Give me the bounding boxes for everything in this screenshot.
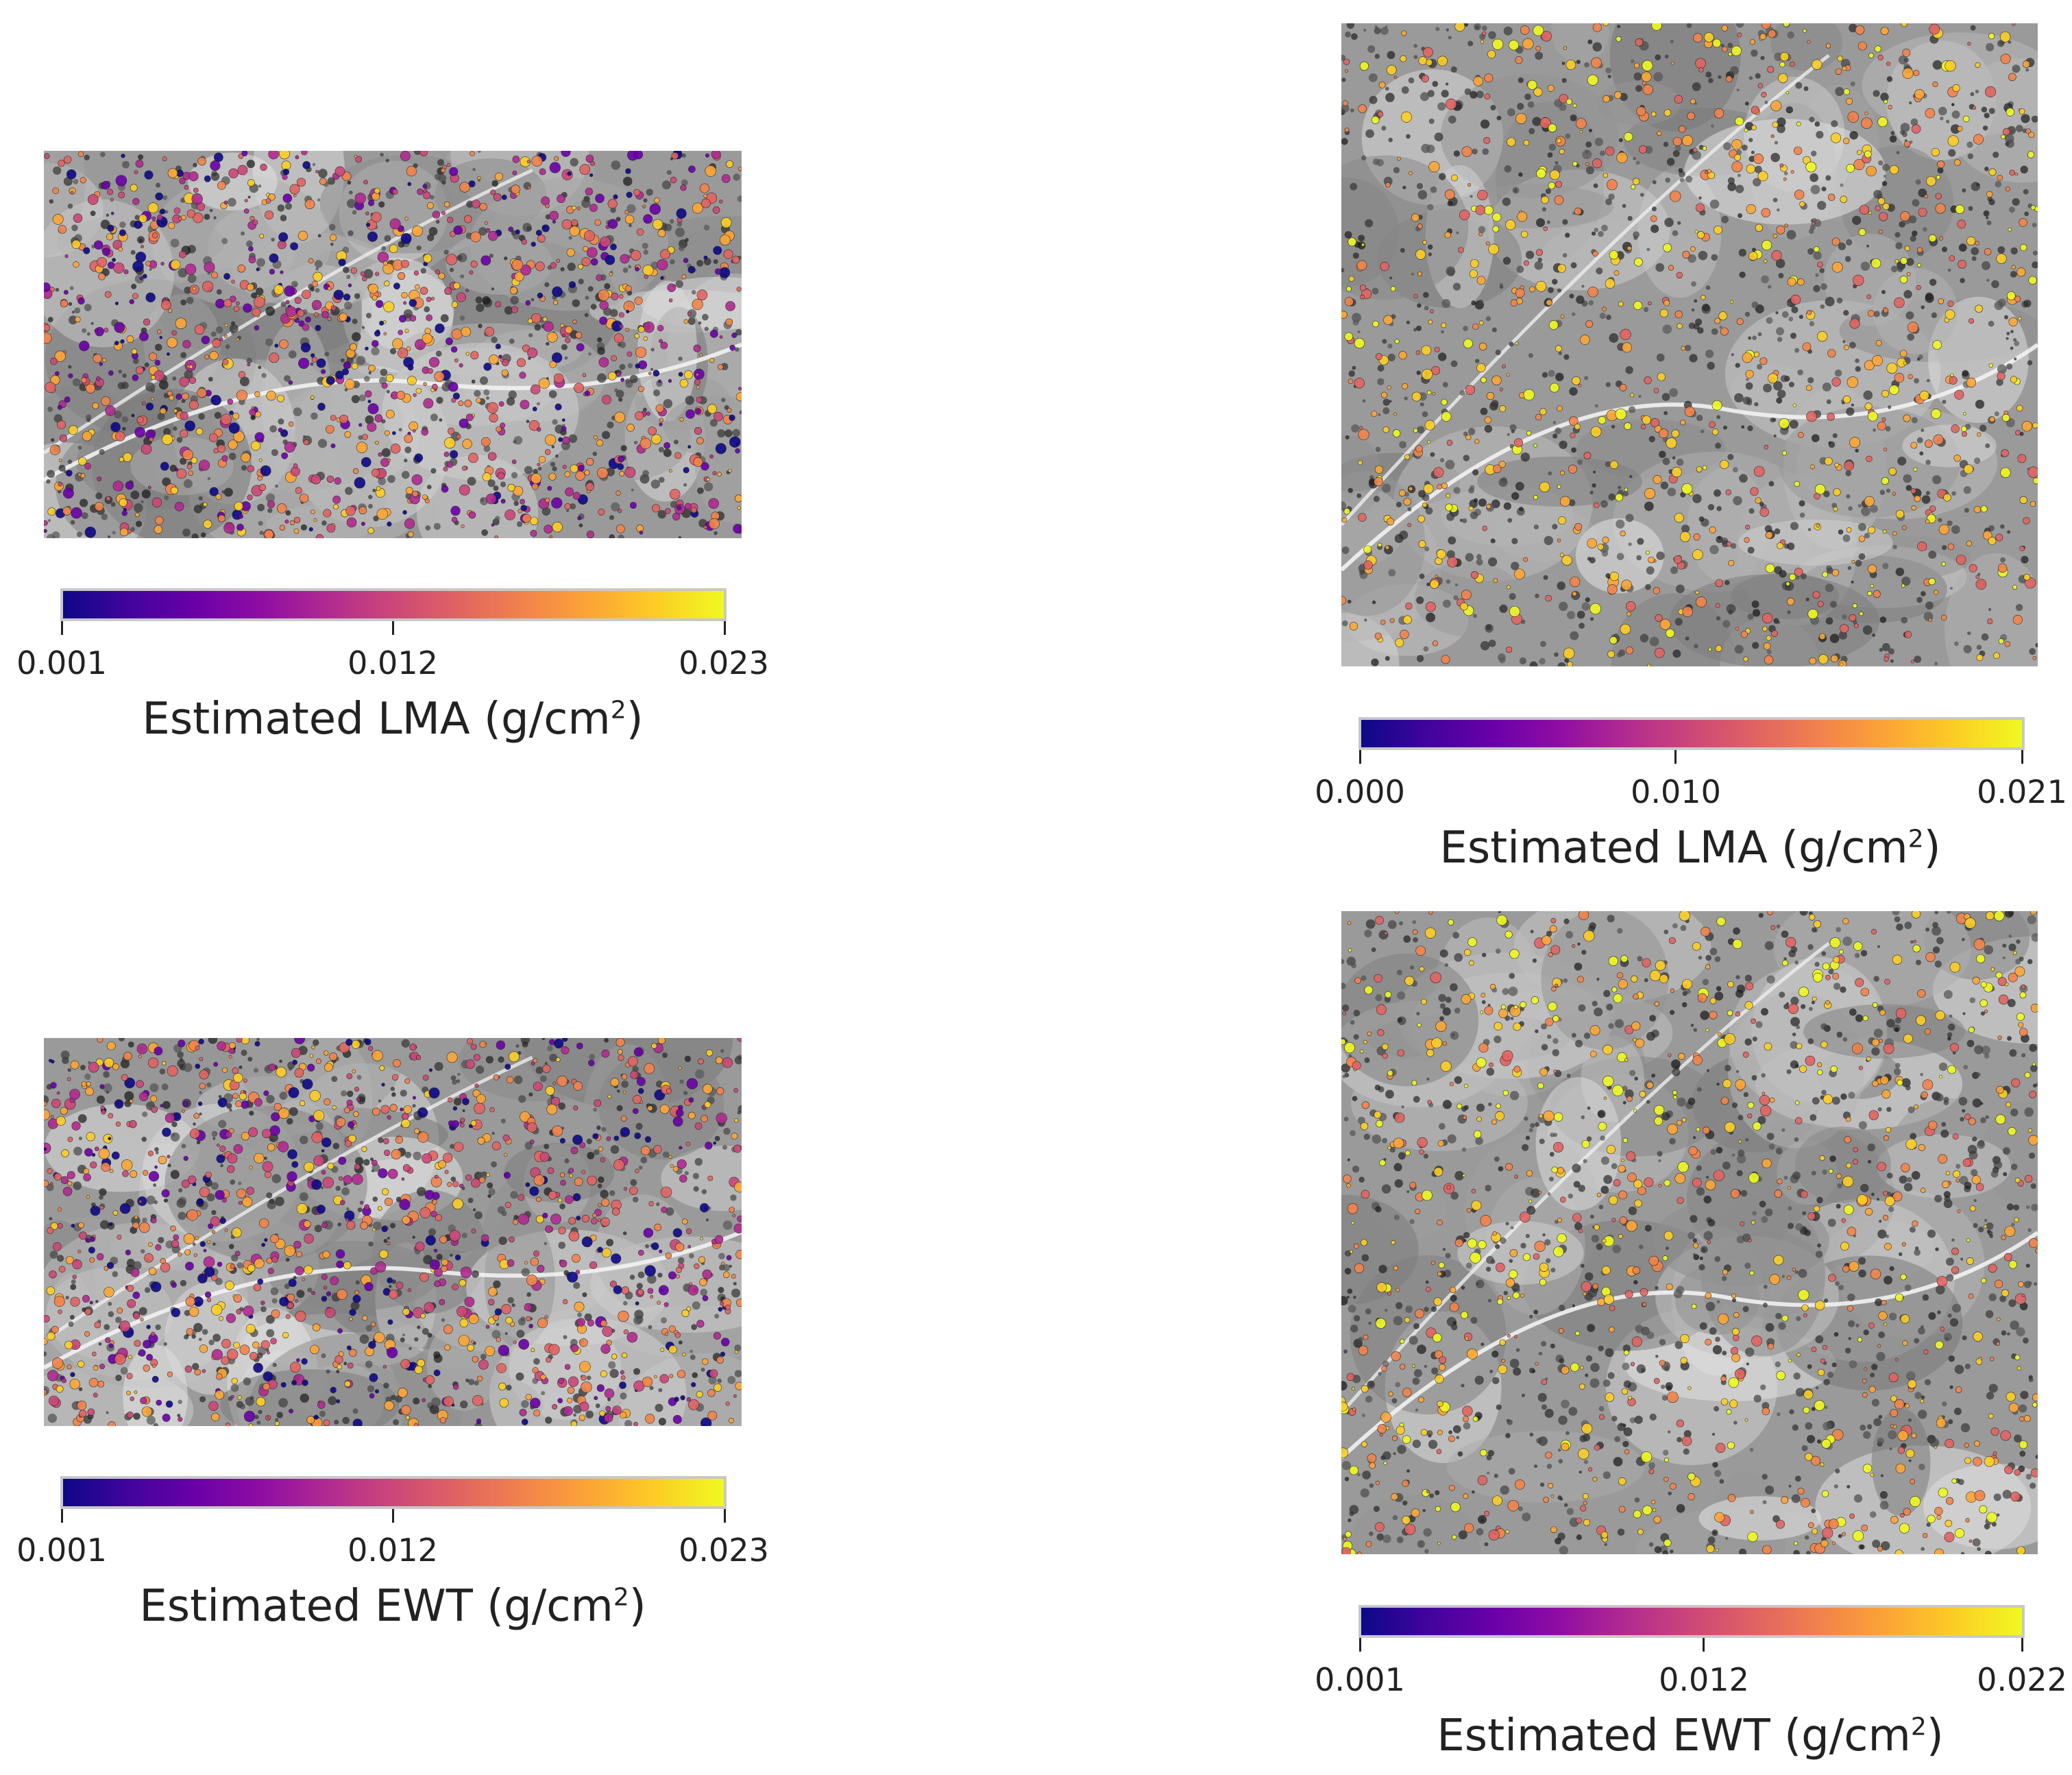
tick-label: 0.012 xyxy=(348,1532,438,1569)
map-overlay xyxy=(44,151,742,538)
colorbar-title: Estimated EWT (g/cm2) xyxy=(1437,1711,1943,1761)
colorbar-unit-close: ) xyxy=(626,694,644,745)
colorbar-unit-close: ) xyxy=(1926,1711,1944,1761)
tick-label: 0.001 xyxy=(16,1532,107,1569)
tick-label: 0.000 xyxy=(1315,773,1405,810)
colorbar-unit: (g/cm xyxy=(1784,1711,1911,1761)
map-overlay xyxy=(1341,911,2038,1554)
colorbar-label-text: Estimated LMA xyxy=(1439,823,1768,873)
colorbar-title: Estimated EWT (g/cm2) xyxy=(139,1581,646,1632)
tick-label: 0.001 xyxy=(16,644,107,681)
tick-label: 0.001 xyxy=(1315,1661,1405,1698)
aerial-map-lma-left xyxy=(44,151,742,538)
colorbar-lma-right xyxy=(1358,717,2025,750)
colorbar-unit: (g/cm xyxy=(1781,823,1908,873)
tick-label: 0.023 xyxy=(679,1532,769,1569)
tick-mark xyxy=(2021,750,2023,764)
tick-mark xyxy=(1674,750,1677,764)
tick-mark xyxy=(1359,1638,1361,1652)
tick-mark xyxy=(724,1509,726,1523)
colorbar-title: Estimated LMA (g/cm2) xyxy=(142,694,643,745)
colorbar-label-text: Estimated EWT xyxy=(1437,1711,1770,1761)
aerial-map-ewt-left xyxy=(44,1038,742,1426)
colorbar-unit: (g/cm xyxy=(484,694,611,745)
tick-mark xyxy=(1703,1638,1705,1652)
map-overlay xyxy=(44,1038,742,1426)
colorbar-ewt-left xyxy=(60,1476,727,1509)
colorbar-unit-close: ) xyxy=(629,1581,646,1632)
tick-mark xyxy=(2021,1638,2023,1652)
colorbar-unit-exponent: 2 xyxy=(1908,825,1924,854)
tick-mark xyxy=(61,1509,63,1523)
tick-mark xyxy=(61,621,63,635)
tick-label: 0.023 xyxy=(679,644,769,681)
tick-mark xyxy=(392,621,394,635)
colorbar-lma-left xyxy=(60,588,727,621)
colorbar-title: Estimated LMA (g/cm2) xyxy=(1439,823,1940,873)
tick-mark xyxy=(392,1509,394,1523)
tick-label: 0.021 xyxy=(1977,773,2067,810)
aerial-map-lma-right xyxy=(1341,23,2038,666)
tick-label: 0.012 xyxy=(348,644,438,681)
colorbar-unit-close: ) xyxy=(1923,823,1941,873)
colorbar-label-text: Estimated EWT xyxy=(139,1581,473,1632)
colorbar-label-text: Estimated LMA xyxy=(142,694,470,745)
colorbar-unit-exponent: 2 xyxy=(610,696,626,725)
colorbar-unit-exponent: 2 xyxy=(1910,1713,1927,1741)
tick-label: 0.012 xyxy=(1659,1661,1749,1698)
tick-mark xyxy=(1359,750,1361,764)
colorbar-unit-exponent: 2 xyxy=(613,1583,629,1612)
tick-label: 0.022 xyxy=(1977,1661,2067,1698)
tick-mark xyxy=(724,621,726,635)
aerial-map-ewt-right xyxy=(1341,911,2038,1554)
map-overlay xyxy=(1341,23,2038,666)
tick-label: 0.010 xyxy=(1631,773,1721,810)
colorbar-unit: (g/cm xyxy=(487,1581,613,1632)
colorbar-ewt-right xyxy=(1358,1605,2025,1638)
